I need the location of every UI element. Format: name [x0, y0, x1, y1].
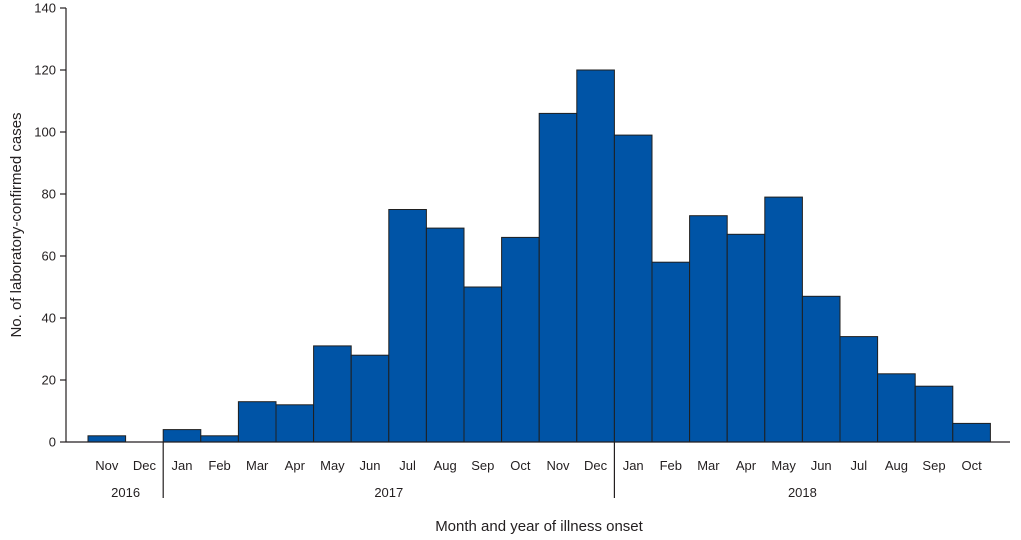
x-axis: Nov Dec Jan Feb Mar Apr May Jun Jul Aug Sep Oct Nov D…	[66, 441, 1010, 500]
month-label: Aug	[885, 458, 908, 473]
year-label: 2016	[111, 485, 140, 500]
month-label: Mar	[697, 458, 720, 473]
month-label: Jun	[811, 458, 832, 473]
bar	[463, 286, 503, 443]
month-label: Oct	[510, 458, 531, 473]
bar	[613, 134, 653, 443]
year-label: 2018	[788, 485, 817, 500]
y-tick-label: 40	[42, 311, 56, 326]
month-label: Sep	[922, 458, 945, 473]
month-label: Aug	[434, 458, 457, 473]
bar	[764, 196, 803, 443]
x-axis-title: Month and year of illness onset	[435, 518, 643, 535]
month-label: Apr	[285, 458, 306, 473]
month-label: Sep	[471, 458, 494, 473]
bar	[501, 236, 540, 443]
bar	[162, 429, 202, 443]
bars	[87, 69, 991, 443]
bar	[801, 295, 841, 443]
bar	[689, 215, 728, 443]
bar	[576, 69, 615, 443]
bar	[87, 435, 127, 443]
month-label: Apr	[736, 458, 757, 473]
y-tick-label: 100	[34, 125, 56, 140]
bar	[275, 404, 315, 443]
month-label: May	[320, 458, 345, 473]
month-label: Oct	[961, 458, 982, 473]
bar	[200, 435, 239, 443]
bar	[313, 345, 352, 443]
month-label: Feb	[208, 458, 230, 473]
month-label: Jan	[172, 458, 193, 473]
bar	[726, 233, 766, 443]
y-tick-label: 80	[42, 187, 56, 202]
bar	[237, 401, 277, 443]
month-label: Nov	[546, 458, 570, 473]
y-tick-label: 0	[49, 435, 56, 450]
y-axis: 0 20 40 60 80 100 120 140	[34, 1, 67, 450]
month-label: Feb	[660, 458, 682, 473]
month-label: Dec	[584, 458, 608, 473]
bar	[877, 373, 916, 443]
bar	[538, 112, 578, 443]
month-label: Mar	[246, 458, 269, 473]
bar	[839, 336, 879, 443]
month-label: Jan	[623, 458, 644, 473]
month-label: Jul	[399, 458, 416, 473]
month-label: May	[771, 458, 796, 473]
y-tick-label: 140	[34, 1, 56, 16]
bar	[914, 385, 954, 443]
y-tick-label: 60	[42, 249, 56, 264]
bar	[651, 261, 691, 443]
y-tick-label: 120	[34, 63, 56, 78]
bar	[350, 354, 390, 443]
bar	[952, 422, 991, 443]
month-label: Dec	[133, 458, 157, 473]
month-label: Jun	[360, 458, 381, 473]
y-axis-title: No. of laboratory-confirmed cases	[8, 112, 25, 337]
y-tick-label: 20	[42, 373, 56, 388]
bar	[425, 227, 465, 443]
month-label: Nov	[95, 458, 119, 473]
month-label: Jul	[850, 458, 867, 473]
bar	[388, 209, 427, 443]
year-label: 2017	[374, 485, 403, 500]
